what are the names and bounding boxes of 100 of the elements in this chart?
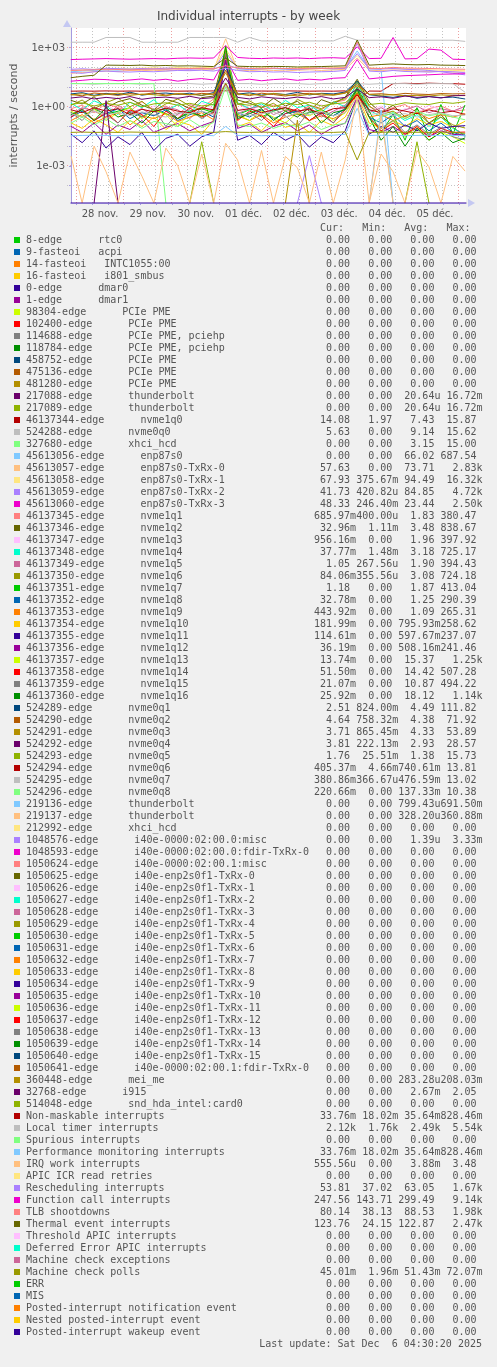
legend-label: 46137344-edge nvme1q0: [26, 413, 183, 426]
x-tick-label: 04 déc.: [368, 207, 406, 219]
legend-label: 45613058-edge enp87s0-TxRx-1: [26, 473, 225, 486]
legend-label: Posted-interrupt notification event: [26, 1301, 237, 1314]
text: 0.00 0.00 20.64u 16.72m: [326, 389, 483, 402]
legend-label: 475136-edge PCIe PME: [26, 365, 177, 378]
text: 0.00 0.00 0.00 0.00: [326, 1301, 477, 1314]
text: 0.00 0.00 0.00 0.00: [326, 1133, 477, 1146]
text: 0.00 0.00 0.00 0.00: [326, 917, 477, 930]
x-tick-label: 30 nov.: [177, 207, 215, 219]
text: 0.00 0.00 0.00 0.00: [326, 305, 477, 318]
legend-label: 524294-edge nvme0q6: [26, 761, 171, 774]
legend-label: 1050628-edge i40e-enp2s0f1-TxRx-3: [26, 905, 255, 918]
legend-label: Machine check exceptions: [26, 1253, 171, 1266]
text: 37.77m 1.48m 3.18 725.17: [320, 545, 477, 558]
legend-label: ERR: [26, 1277, 45, 1290]
text: 0.00 0.00 0.00 0.00: [326, 857, 477, 870]
legend-label: 458752-edge PCIe PME: [26, 353, 177, 366]
text: 114.61m 0.00 597.67m237.07: [314, 629, 477, 642]
text: 0.00 0.00 0.00 0.00: [326, 1277, 477, 1290]
legend-label: 1050637-edge i40e-enp2s0f1-TxRx-12: [26, 1013, 261, 1026]
x-tick-label: 29 nov.: [129, 207, 167, 219]
text: 0.00 0.00 0.00 0.00: [326, 1229, 477, 1242]
text: 48.33 246.40m 23.44 2.50k: [320, 497, 483, 510]
text: 32.78m 0.00 1.25 290.39: [320, 593, 477, 606]
text: 51.50m 0.00 14.42 507.28: [320, 665, 477, 678]
text: 80.14 38.13 88.53 1.98k: [320, 1205, 483, 1218]
legend-label: 46137346-edge nvme1q2: [26, 521, 183, 534]
legend-label: 0-edge dmar0: [26, 281, 129, 294]
text: Last update: Sat Dec 6 04:30:20 2025: [259, 1337, 482, 1350]
text: 0.00 0.00 0.00 0.00: [326, 1253, 477, 1266]
legend-label: 46137348-edge nvme1q4: [26, 545, 183, 558]
text: 45.01m 1.96m 51.43m 72.07m: [320, 1265, 483, 1278]
legend-label: 219137-edge thunderbolt: [26, 809, 195, 822]
legend-label: 45613057-edge enp87s0-TxRx-0: [26, 461, 225, 474]
legend-label: 524289-edge nvme0q1: [26, 701, 171, 714]
text: 0.00 0.00 0.00 0.00: [326, 329, 477, 342]
text: 0.00 0.00 0.00 0.00: [326, 1061, 477, 1074]
legend-label: 46137355-edge nvme1q11: [26, 629, 189, 642]
legend-label: 514048-edge snd_hda_intel:card0: [26, 1097, 243, 1110]
legend-label: 14-fasteoi INTC1055:00: [26, 257, 171, 270]
x-tick-label: 03 déc.: [320, 207, 358, 219]
text: 33.76m 18.02m 35.64m828.46m: [320, 1145, 483, 1158]
legend-label: 1050630-edge i40e-enp2s0f1-TxRx-5: [26, 929, 255, 942]
legend-label: 46137352-edge nvme1q8: [26, 593, 183, 606]
legend-label: 46137345-edge nvme1q1: [26, 509, 183, 522]
text: 247.56 143.71 299.49 9.14k: [314, 1193, 483, 1206]
legend-label: 360448-edge mei_me: [26, 1073, 165, 1086]
legend-label: Rescheduling interrupts: [26, 1181, 165, 1194]
legend-label: 102400-edge PCIe PME: [26, 317, 177, 330]
legend-label: 524296-edge nvme0q8: [26, 785, 171, 798]
legend-label: 114688-edge PCIe PME, pciehp: [26, 329, 225, 342]
text: 0.00 0.00 0.00 0.00: [326, 269, 477, 282]
legend-label: 1050631-edge i40e-enp2s0f1-TxRx-6: [26, 941, 255, 954]
text: 1.05 267.56u 1.90 394.43: [326, 557, 477, 570]
legend-label: 524291-edge nvme0q3: [26, 725, 171, 738]
text: 0.00 0.00 0.00 0.00: [326, 317, 477, 330]
legend-label: 524288-edge nvme0q0: [26, 425, 171, 438]
legend-label: 118784-edge PCIe PME, pciehp: [26, 341, 225, 354]
legend-label: 46137357-edge nvme1q13: [26, 653, 189, 666]
text: 685.97m400.00u 1.83 380.47: [314, 509, 477, 522]
legend-label: 1050625-edge i40e-enp2s0f1-TxRx-0: [26, 869, 255, 882]
text: 13.74m 0.00 15.37 1.25k: [320, 653, 483, 666]
legend-label: 46137347-edge nvme1q3: [26, 533, 183, 546]
legend-label: 1050636-edge i40e-enp2s0f1-TxRx-11: [26, 1001, 261, 1014]
legend-label: 46137353-edge nvme1q9: [26, 605, 183, 618]
text: 220.66m 0.00 137.33m 10.38: [314, 785, 477, 798]
text: 0.00 0.00 0.00 0.00: [326, 989, 477, 1002]
text: 0.00 0.00 0.00 0.00: [326, 353, 477, 366]
text: 0.00 0.00 20.64u 16.72m: [326, 401, 483, 414]
legend-label: MIS: [26, 1289, 45, 1302]
legend-label: 1-edge dmar1: [26, 293, 129, 306]
text: 0.00 0.00 799.43u691.50m: [326, 797, 483, 810]
text: 0.00 0.00 0.00 0.00: [326, 1013, 477, 1026]
legend-label: 1050626-edge i40e-enp2s0f1-TxRx-1: [26, 881, 255, 894]
legend-label: Deferred Error APIC interrupts: [26, 1241, 207, 1254]
text: 0.00 0.00 1.39u 3.33m: [326, 833, 483, 846]
legend-label: 327680-edge xhci_hcd: [26, 437, 177, 450]
text: 123.76 24.15 122.87 2.47k: [314, 1217, 483, 1230]
legend-label: Function call interrupts: [26, 1193, 171, 1206]
text: 0.00 0.00 0.00 0.00: [326, 1313, 477, 1326]
text: 0.00 0.00 0.00 0.00: [326, 845, 477, 858]
text: 555.56u 0.00 3.88m 3.48: [314, 1157, 477, 1170]
text: 0.00 0.00 66.02 687.54: [326, 449, 477, 462]
text: 0.00 0.00 0.00 0.00: [326, 941, 477, 954]
legend-label: 46137359-edge nvme1q15: [26, 677, 189, 690]
legend-label: Performance monitoring interrupts: [26, 1145, 225, 1158]
text: 956.16m 0.00 1.96 397.92: [314, 533, 477, 546]
text: 0.00 0.00 0.00 0.00: [326, 1097, 477, 1110]
legend-label: 524292-edge nvme0q4: [26, 737, 171, 750]
legend-label: 1050624-edge i40e-0000:02:00.1:misc: [26, 857, 267, 870]
legend-label: 46137350-edge nvme1q6: [26, 569, 183, 582]
legend-label: 98304-edge PCIe PME: [26, 305, 171, 318]
text: 0.00 0.00 0.00 0.00: [326, 1049, 477, 1062]
text: 0.00 0.00 0.00 0.00: [326, 1169, 477, 1182]
text: 0.00 0.00 0.00 0.00: [326, 245, 477, 258]
legend-label: 212992-edge xhci_hcd: [26, 821, 177, 834]
text: 0.00 0.00 0.00 0.00: [326, 881, 477, 894]
text: 0.00 0.00 328.20u360.88m: [326, 809, 483, 822]
text: 53.81 37.02 63.05 1.67k: [320, 1181, 483, 1194]
